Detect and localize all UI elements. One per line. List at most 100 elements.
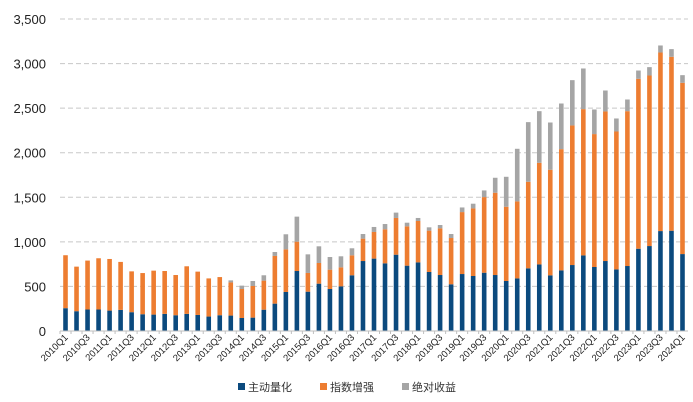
- bar-segment-active-quant: [338, 286, 344, 331]
- bar-segment-absolute-return: [614, 118, 619, 132]
- bar-segment-index-enhanced: [481, 197, 487, 273]
- bar-segment-absolute-return: [448, 234, 454, 239]
- legend-item: 主动量化: [238, 380, 292, 394]
- bar-segment-index-enhanced: [603, 111, 608, 262]
- bar-segment-active-quant: [404, 265, 410, 331]
- bar-segment-index-enhanced: [283, 249, 289, 292]
- bar-segment-index-enhanced: [536, 162, 542, 265]
- legend-item: 绝对收益: [402, 380, 456, 394]
- bar-segment-active-quant: [107, 310, 112, 331]
- bar-segment-index-enhanced: [206, 278, 212, 317]
- bar-segment-index-enhanced: [680, 82, 685, 255]
- bar-segment-index-enhanced: [547, 169, 553, 276]
- bar-segment-index-enhanced: [217, 277, 223, 316]
- bar-segment-index-enhanced: [63, 255, 68, 309]
- bar-segment-index-enhanced: [327, 269, 333, 290]
- bar-segment-absolute-return: [636, 70, 641, 79]
- bar-segment-active-quant: [448, 284, 454, 331]
- bar-segment-active-quant: [647, 246, 652, 331]
- bar-segment-absolute-return: [570, 80, 575, 126]
- bar-segment-active-quant: [581, 255, 586, 331]
- bar-segment-active-quant: [184, 313, 190, 331]
- bar-segment-active-quant: [636, 248, 641, 331]
- bar-segment-active-quant: [360, 261, 366, 331]
- bar-segment-absolute-return: [503, 176, 509, 207]
- bar-segment-absolute-return: [371, 226, 377, 232]
- bar-segment-index-enhanced: [492, 192, 498, 276]
- bar-segment-index-enhanced: [316, 262, 322, 284]
- bar-segment-index-enhanced: [470, 208, 476, 276]
- bar-segment-active-quant: [261, 309, 267, 331]
- bar-segment-active-quant: [316, 283, 322, 331]
- legend-label: 绝对收益: [412, 380, 456, 394]
- bar-segment-index-enhanced: [658, 52, 663, 232]
- bar-segment-index-enhanced: [250, 285, 256, 318]
- bar-segment-active-quant: [459, 274, 465, 331]
- bar-segment-absolute-return: [470, 203, 476, 209]
- bar-segment-absolute-return: [669, 49, 674, 57]
- bar-segment-index-enhanced: [581, 109, 586, 256]
- bar-segment-absolute-return: [283, 234, 289, 250]
- bar-segment-absolute-return: [228, 280, 234, 283]
- y-tick-label: 2,000: [13, 146, 46, 161]
- bar-segment-active-quant: [349, 275, 355, 331]
- bar-segment-absolute-return: [239, 285, 245, 290]
- x-axis-tick-labels: 2010Q12010Q32011Q12011Q32012Q12012Q32013…: [39, 331, 688, 364]
- bar-segment-index-enhanced: [129, 271, 134, 313]
- bar-segment-absolute-return: [382, 224, 388, 230]
- y-tick-label: 1,500: [13, 190, 46, 205]
- bar-segment-absolute-return: [536, 111, 542, 163]
- bar-segment-absolute-return: [360, 234, 366, 239]
- bar-segment-index-enhanced: [107, 258, 112, 311]
- bar-segment-active-quant: [228, 315, 234, 331]
- bar-segment-index-enhanced: [228, 282, 234, 316]
- bar-segment-active-quant: [74, 311, 79, 331]
- bar-segment-active-quant: [625, 266, 630, 331]
- bar-segment-absolute-return: [592, 109, 597, 135]
- bar-segment-index-enhanced: [85, 260, 90, 310]
- bar-segment-index-enhanced: [415, 220, 421, 263]
- bar-segment-active-quant: [250, 317, 256, 331]
- bar-segment-index-enhanced: [118, 261, 123, 310]
- bar-segment-index-enhanced: [371, 231, 377, 259]
- bar-segment-index-enhanced: [349, 255, 355, 276]
- y-tick-label: 3,000: [13, 57, 46, 72]
- bar-segment-active-quant: [382, 263, 388, 331]
- legend-label: 指数增强: [330, 380, 374, 394]
- bar-segment-active-quant: [558, 270, 564, 331]
- bar-segment-active-quant: [415, 262, 421, 331]
- y-tick-label: 500: [24, 279, 46, 294]
- bar-segment-active-quant: [592, 266, 597, 331]
- bar-segment-index-enhanced: [514, 201, 520, 279]
- y-tick-label: 3,500: [13, 12, 46, 27]
- bar-segment-active-quant: [327, 289, 333, 331]
- gridlines: [60, 18, 688, 287]
- bar-segment-active-quant: [603, 261, 608, 331]
- bar-segment-active-quant: [514, 278, 520, 331]
- bar-segment-index-enhanced: [437, 228, 443, 276]
- bar-segment-active-quant: [151, 314, 156, 331]
- bar-segment-active-quant: [525, 268, 531, 331]
- bar-segment-absolute-return: [415, 217, 421, 221]
- bar-segment-active-quant: [437, 275, 443, 331]
- bar-segment-index-enhanced: [382, 229, 388, 264]
- bar-segment-absolute-return: [625, 99, 630, 112]
- bar-segment-active-quant: [173, 315, 178, 331]
- bar-segment-active-quant: [547, 275, 553, 331]
- bar-segment-absolute-return: [261, 275, 267, 281]
- bar-segment-index-enhanced: [525, 181, 531, 269]
- bar-segment-absolute-return: [547, 122, 553, 170]
- bar-segment-active-quant: [239, 317, 245, 331]
- y-tick-label: 0: [39, 324, 46, 339]
- y-tick-label: 2,500: [13, 101, 46, 116]
- bar-segment-index-enhanced: [173, 275, 178, 316]
- bars: [63, 45, 685, 331]
- bar-segment-active-quant: [669, 230, 674, 331]
- bar-segment-active-quant: [294, 271, 300, 331]
- bar-segment-index-enhanced: [459, 212, 465, 275]
- bar-segment-active-quant: [680, 254, 685, 331]
- bar-segment-active-quant: [162, 313, 167, 331]
- bar-segment-index-enhanced: [305, 272, 311, 292]
- bar-segment-index-enhanced: [614, 131, 619, 270]
